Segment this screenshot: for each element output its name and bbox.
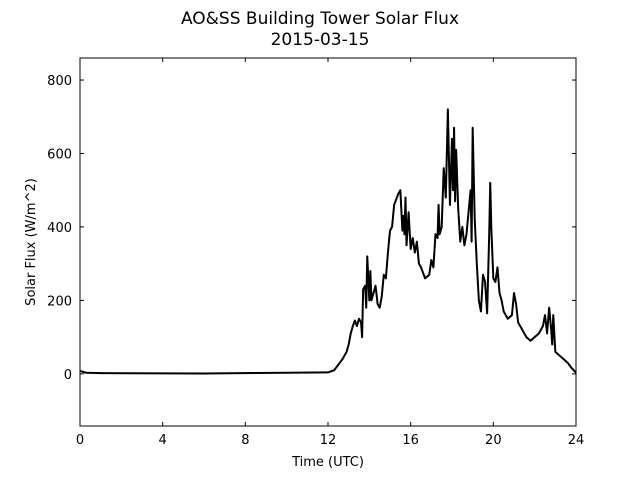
x-axis-label: Time (UTC) (291, 455, 364, 470)
y-tick-label: 400 (47, 221, 72, 236)
x-tick-label: 16 (402, 433, 419, 448)
chart-subtitle: 2015-03-15 (271, 30, 370, 50)
y-tick-label: 200 (47, 294, 72, 309)
x-tick-label: 24 (568, 433, 585, 448)
x-tick-label: 4 (159, 433, 167, 448)
x-tick-label: 12 (320, 433, 337, 448)
x-tick-label: 0 (76, 433, 84, 448)
y-tick-label: 800 (47, 74, 72, 89)
data-line (79, 108, 577, 375)
y-tick-label: 600 (47, 147, 72, 162)
x-tick-label: 8 (241, 433, 249, 448)
chart-title: AO&SS Building Tower Solar Flux (181, 9, 459, 29)
x-tick-label: 20 (485, 433, 502, 448)
y-tick-label: 0 (64, 368, 72, 383)
plot-frame (79, 57, 577, 427)
y-axis-label: Solar Flux (W/m^2) (24, 178, 39, 306)
